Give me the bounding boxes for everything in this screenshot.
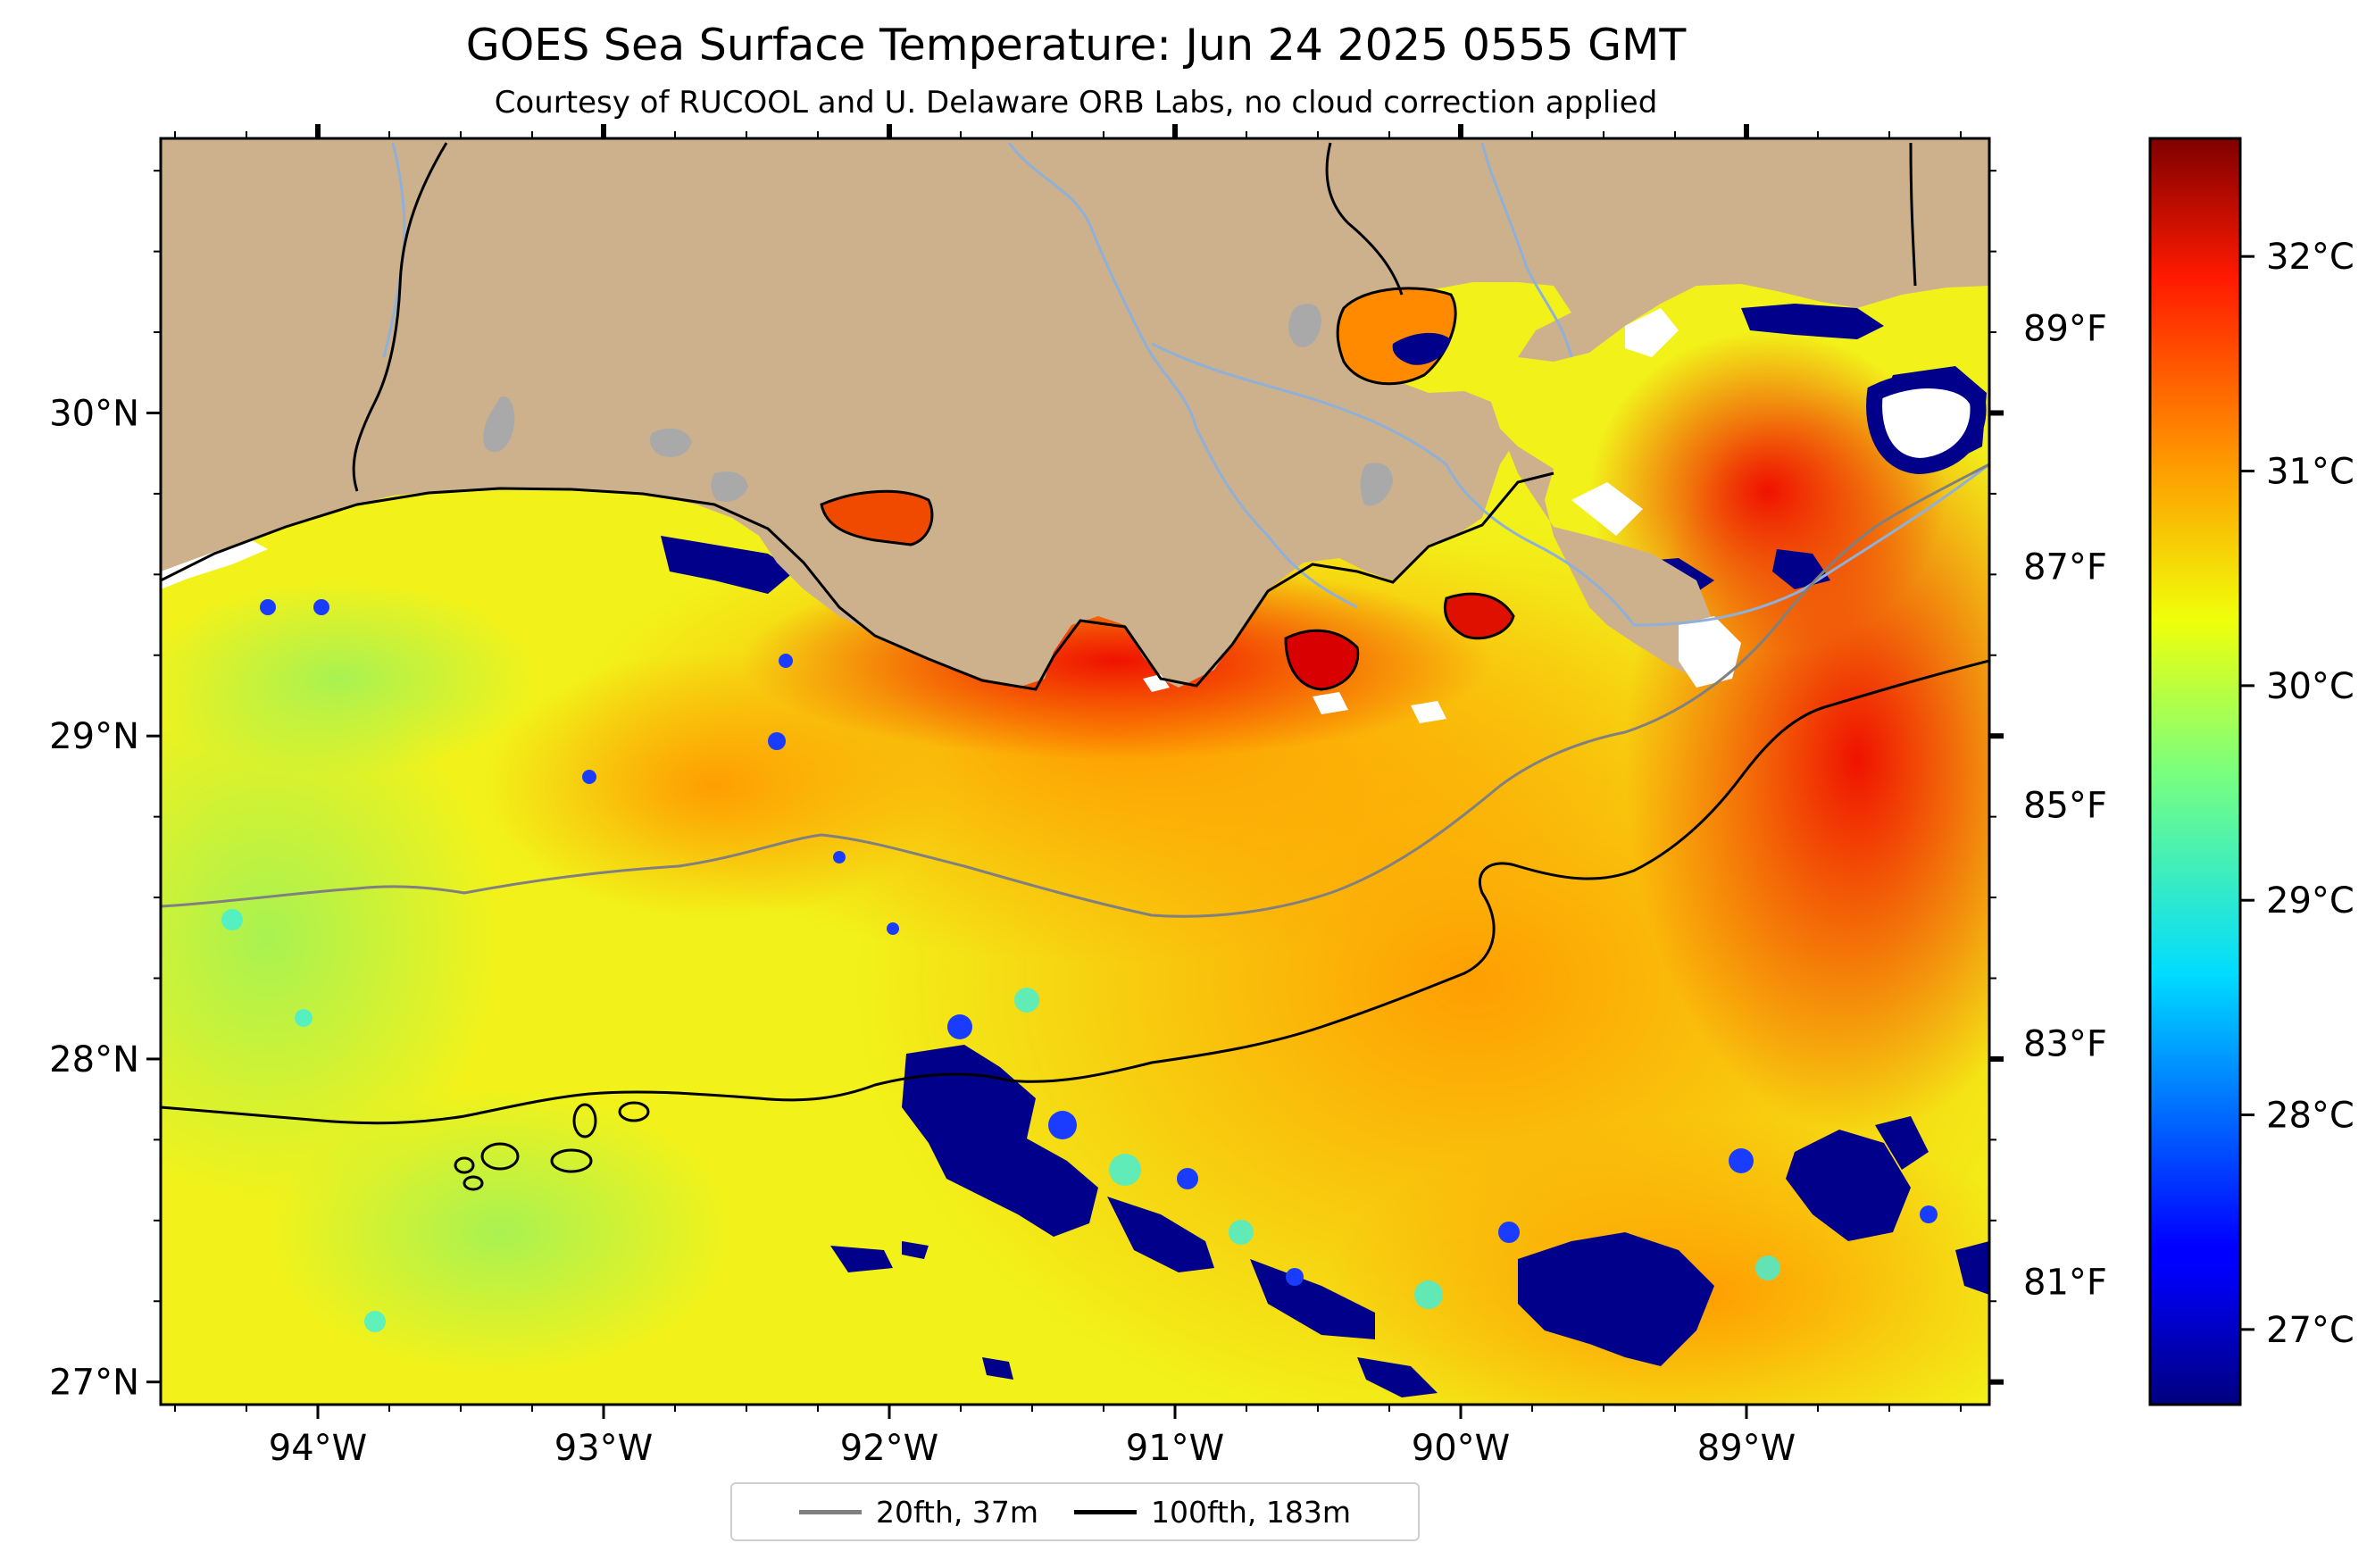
fahrenheit-tick-label: 89°F [2023,308,2107,349]
lon-tick-label: 93°W [554,1428,653,1469]
chandeleur-sound-gap [1866,372,1987,475]
map-subtitle: Courtesy of RUCOOL and U. Delaware ORB L… [494,85,1658,121]
colorbar-tick-label: 31°C [2266,452,2354,493]
map-title: GOES Sea Surface Temperature: Jun 24 202… [465,20,1687,71]
colorbar-ticks: 32°C 31°C 30°C 29°C 28°C 27°C [2240,237,2354,1351]
fahrenheit-tick-label: 85°F [2023,785,2107,826]
fahrenheit-tick-label: 81°F [2023,1262,2107,1303]
colorbar-tick-label: 32°C [2266,237,2354,278]
lakes [483,304,1393,506]
cool-area-southwest [268,1089,732,1375]
vermilion-bay-sst [820,489,934,546]
cool-area-west [161,670,500,1205]
legend-item-100fth: 100fth, 183m [1074,1495,1351,1530]
cyan-specks [221,909,1780,1332]
colorbar-tick-label: 30°C [2266,666,2354,707]
colorbar-tick-label: 28°C [2266,1096,2354,1137]
isobath-100fth [161,659,1989,1125]
legend-line-black [1074,1509,1137,1514]
lat-tick-label: 30°N [49,393,139,434]
lon-tick-label: 90°W [1412,1428,1510,1469]
lon-tick-label: 89°W [1697,1428,1796,1469]
legend-label-100fth: 100fth, 183m [1151,1494,1351,1530]
coastline-stroke [161,471,1554,691]
lat-tick-label: 28°N [49,1039,139,1080]
state-borders [352,142,1917,492]
longitude-ticks: 94°W 93°W 92°W 91°W 90°W 89°W [269,124,1796,1469]
barataria-bay-sst [1443,592,1515,640]
legend-label-20fth: 20fth, 37m [876,1494,1038,1530]
colorbar-tick-label: 29°C [2266,880,2354,922]
legend-line-gray [799,1509,862,1514]
colorbar-tick-label: 27°C [2266,1310,2354,1351]
terrebonne-bay-sst [1284,629,1360,691]
isobath-legend: 20fth, 37m 100fth, 183m [730,1482,1420,1541]
isobath-100fth-islands [454,1101,650,1191]
map-frame [159,137,1991,1406]
lat-tick-label: 27°N [49,1363,139,1404]
minor-ticks [154,131,1996,1412]
cool-specks [260,599,1938,1286]
latitude-ticks: 30°N 29°N 28°N 27°N [49,393,2004,1404]
legend-item-20fth: 20fth, 37m [799,1495,1038,1530]
sst-field [161,138,1989,1405]
cool-area-nearshore [161,580,536,777]
lon-tick-label: 91°W [1126,1428,1224,1469]
isobath-20fth [161,463,1989,918]
lake-cold-patch [1392,332,1451,365]
colorbar [2148,137,2242,1406]
lon-tick-label: 92°W [840,1428,938,1469]
fahrenheit-ticks: 89°F 87°F 85°F 83°F 81°F [2023,308,2107,1303]
fahrenheit-tick-label: 83°F [2023,1023,2107,1064]
fahrenheit-tick-label: 87°F [2023,546,2107,588]
lat-tick-label: 29°N [49,716,139,757]
lon-tick-label: 94°W [269,1428,367,1469]
